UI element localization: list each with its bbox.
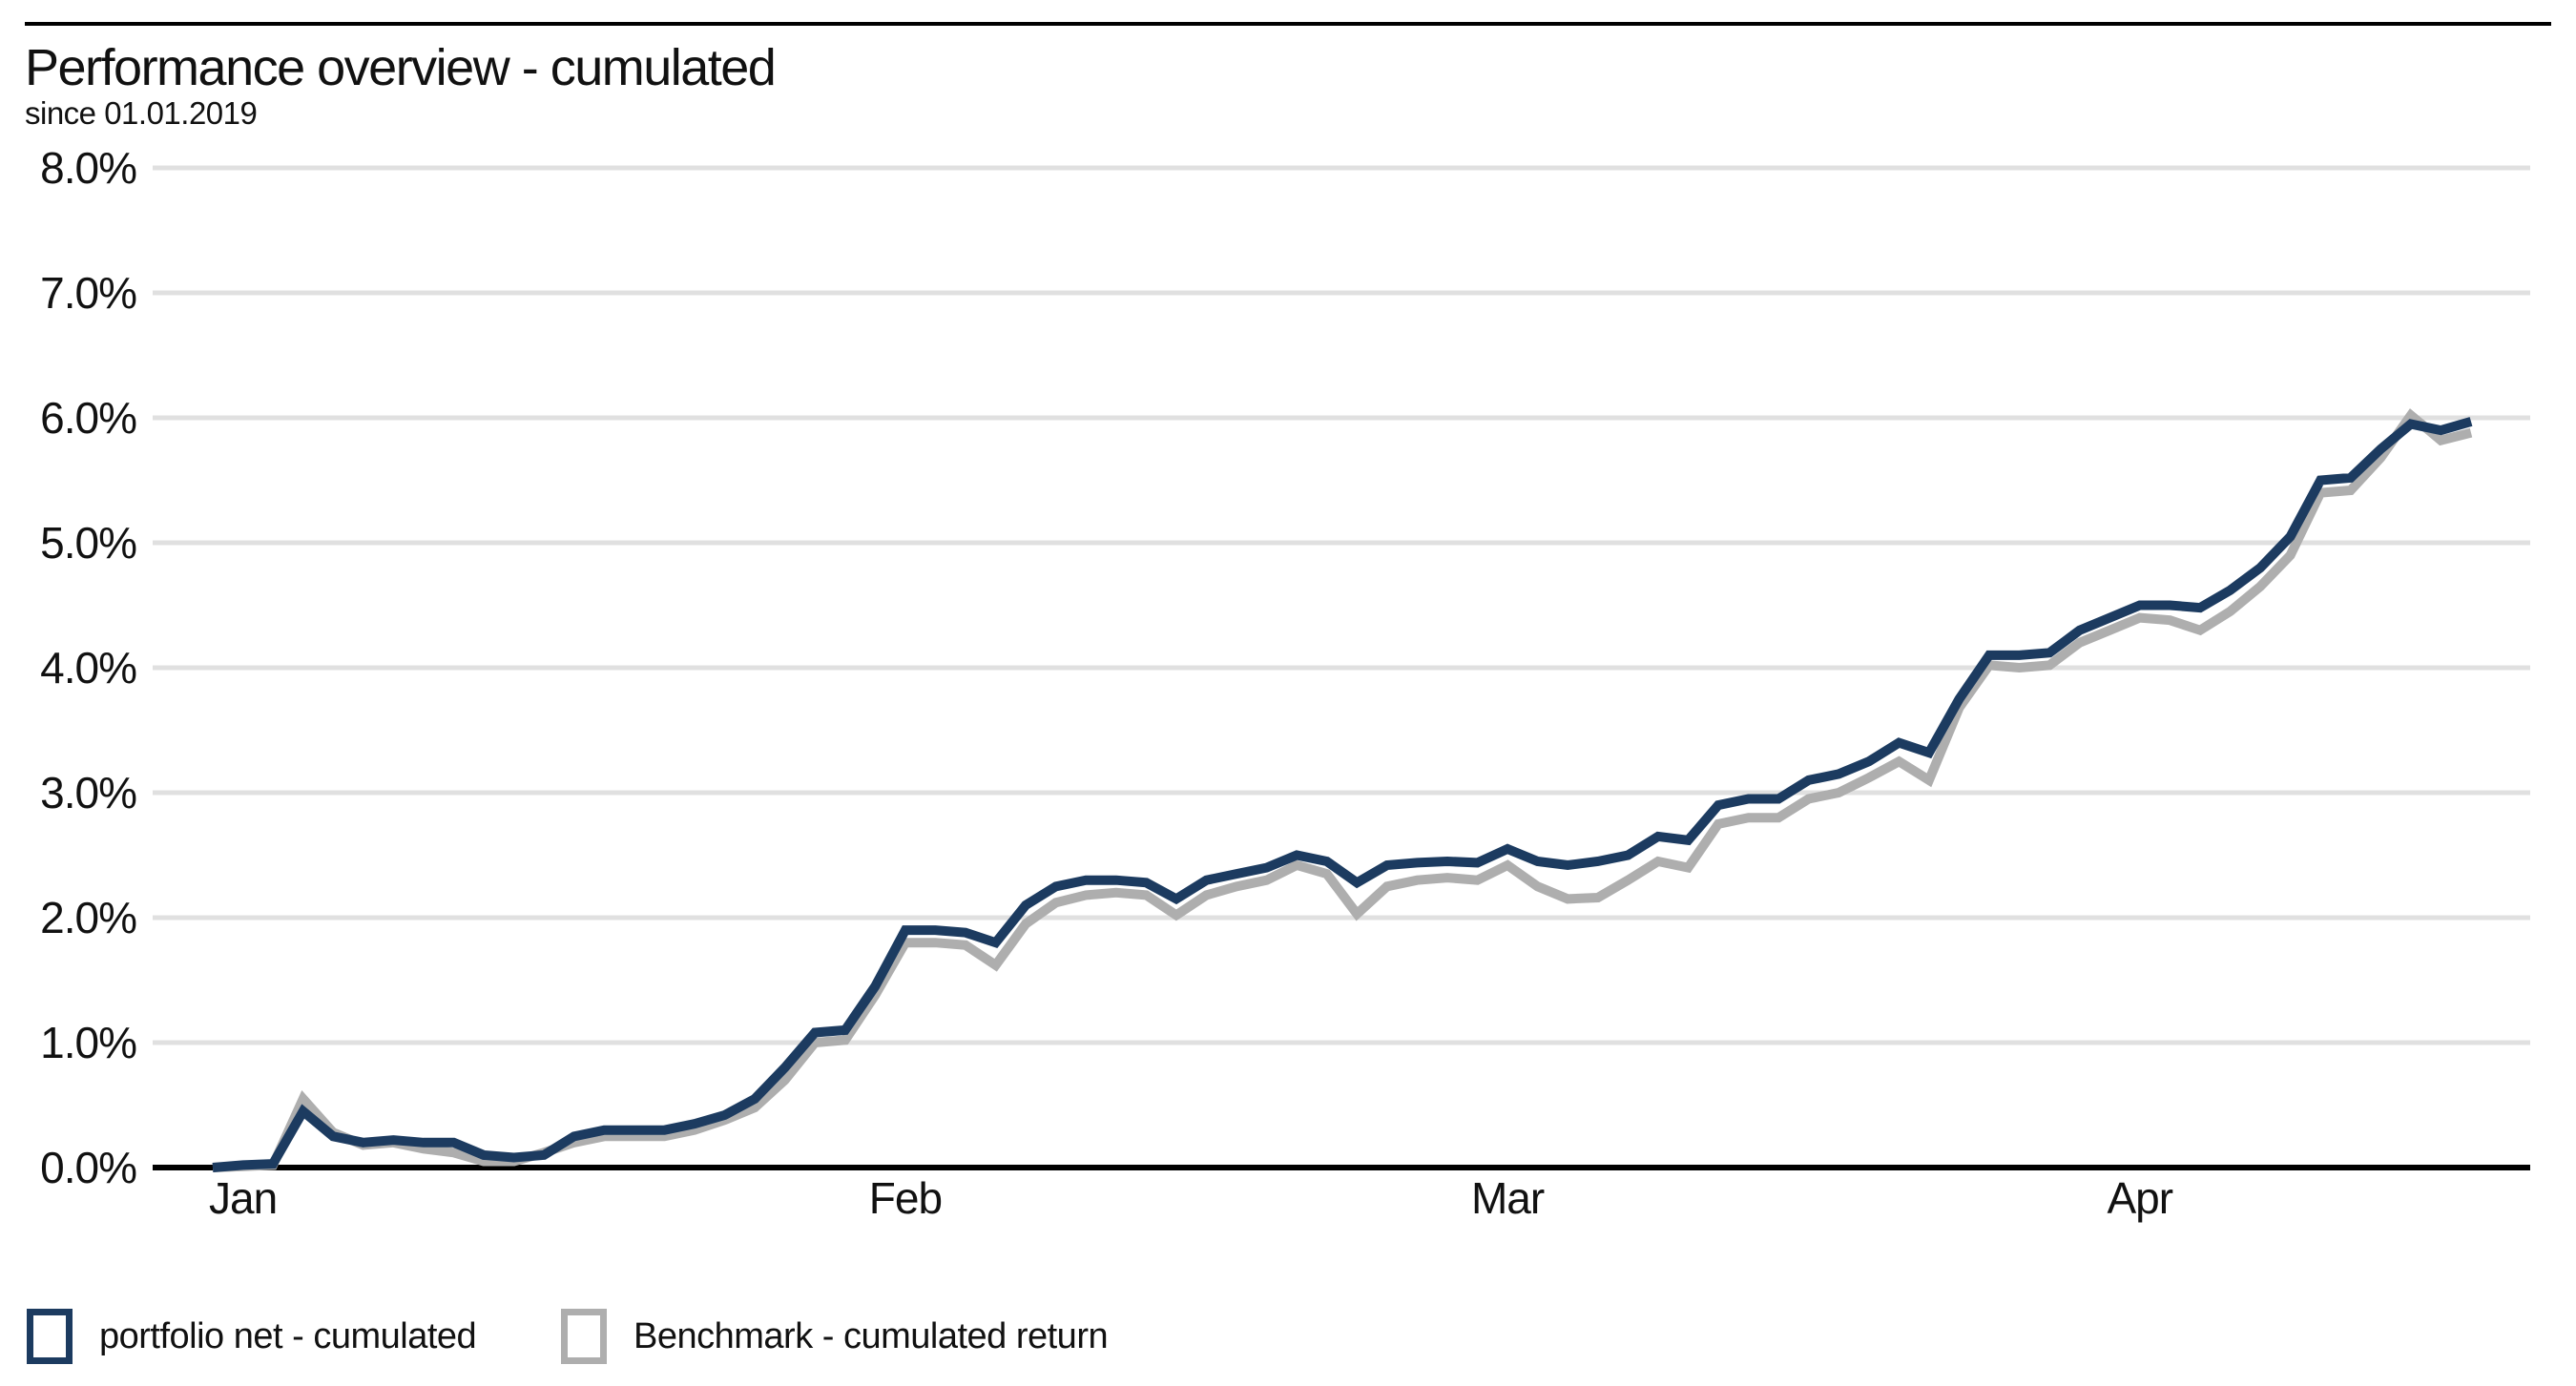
y-tick-label: 8.0% <box>40 143 136 193</box>
y-tick-label: 0.0% <box>40 1143 136 1192</box>
chart-legend: portfolio net - cumulated Benchmark - cu… <box>0 1309 2576 1368</box>
legend-item-portfolio: portfolio net - cumulated <box>27 1309 477 1364</box>
top-divider <box>25 22 2551 26</box>
y-tick-label: 5.0% <box>40 518 136 568</box>
legend-item-benchmark: Benchmark - cumulated return <box>561 1309 1109 1364</box>
x-tick-label: Apr <box>2108 1173 2173 1223</box>
benchmark-legend-label: Benchmark - cumulated return <box>634 1315 1109 1356</box>
y-tick-label: 7.0% <box>40 268 136 318</box>
portfolio-line <box>212 417 2473 1172</box>
benchmark-swatch <box>561 1309 607 1364</box>
benchmark-line <box>212 408 2473 1172</box>
portfolio-swatch <box>27 1309 73 1364</box>
x-tick-label: Mar <box>1471 1173 1545 1223</box>
y-tick-label: 1.0% <box>40 1018 136 1067</box>
y-tick-label: 3.0% <box>40 768 136 817</box>
page-title: Performance overview - cumulated <box>25 39 777 96</box>
x-tick-label: Feb <box>869 1173 942 1223</box>
y-tick-label: 2.0% <box>40 893 136 942</box>
portfolio-legend-label: portfolio net - cumulated <box>99 1315 477 1356</box>
x-tick-label: Jan <box>209 1173 277 1223</box>
page-subtitle: since 01.01.2019 <box>25 95 258 131</box>
y-tick-label: 6.0% <box>40 393 136 443</box>
y-tick-label: 4.0% <box>40 643 136 693</box>
